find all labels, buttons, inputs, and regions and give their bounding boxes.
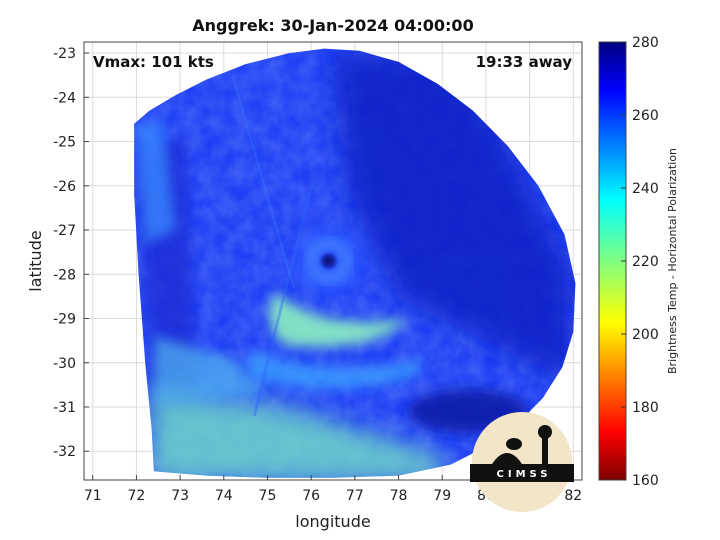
scan-seam	[252, 185, 313, 417]
warm-west-band	[153, 336, 268, 407]
x-axis-label: longitude	[295, 512, 370, 531]
logo-building-icon	[492, 425, 552, 464]
logo-band	[470, 464, 574, 482]
colorbar-ticks: 160 180 200 220 240 260 280	[621, 35, 659, 489]
logo-tank	[538, 425, 552, 439]
logo-dome	[492, 453, 522, 464]
x-tick-label: 73	[171, 488, 189, 504]
y-tick-label: -29	[53, 312, 76, 328]
outer-rainband	[245, 349, 425, 390]
cold-cloud-band	[333, 53, 574, 385]
y-tick-label: -24	[53, 90, 76, 106]
y-tick-label: -31	[53, 400, 76, 416]
x-tick-label: 82	[564, 488, 582, 504]
y-axis-ticks: -23 -24 -25 -26 -27 -28 -29 -30 -31 -32	[53, 46, 89, 460]
chart-title: Anggrek: 30-Jan-2024 04:00:00	[192, 16, 473, 35]
colorbar-tick-label: 220	[632, 254, 659, 270]
x-tick-label: 78	[390, 488, 408, 504]
edge-strip	[134, 119, 176, 244]
storm-eye	[317, 250, 340, 272]
colorbar-tick-label: 280	[632, 35, 659, 51]
cimss-logo: CIMSS	[470, 412, 574, 512]
x-tick-label: 71	[84, 488, 102, 504]
x-tick-label: 75	[259, 488, 277, 504]
y-tick-label: -30	[53, 356, 76, 372]
y-tick-label: -27	[53, 223, 76, 239]
rainband	[269, 291, 408, 347]
y-tick-label: -32	[53, 444, 76, 460]
swath-features	[134, 53, 574, 478]
x-tick-label: 76	[302, 488, 320, 504]
logo-tower	[542, 434, 548, 464]
colorbar-tick-label: 160	[632, 473, 659, 489]
colorbar-tick-label: 180	[632, 400, 659, 416]
x-tick-label: 74	[215, 488, 233, 504]
logo-disk	[472, 412, 572, 512]
y-tick-label: -28	[53, 267, 76, 283]
axes-frame	[83, 41, 583, 481]
colorbar-tick-label: 260	[632, 108, 659, 124]
eyewall-ring	[308, 240, 350, 282]
time-away-annotation: 19:33 away	[476, 53, 573, 71]
y-tick-label: -25	[53, 135, 76, 151]
colorbar-tick-label: 200	[632, 327, 659, 343]
logo-dish	[506, 438, 522, 450]
logo-text: CIMSS	[497, 469, 552, 480]
y-axis-label: latitude	[26, 230, 45, 291]
y-tick-label: -23	[53, 46, 76, 62]
warm-south-band	[149, 389, 443, 478]
y-tick-label: -26	[53, 179, 76, 195]
x-tick-label: 72	[128, 488, 146, 504]
colorbar-tick-label: 240	[632, 181, 659, 197]
x-tick-label: 79	[433, 488, 451, 504]
x-tick-label: 77	[346, 488, 364, 504]
colorbar-label: Brightness Temp - Horizontal Polarizatio…	[666, 148, 679, 374]
vmax-annotation: Vmax: 101 kts	[93, 53, 214, 71]
scan-seam	[231, 74, 295, 288]
